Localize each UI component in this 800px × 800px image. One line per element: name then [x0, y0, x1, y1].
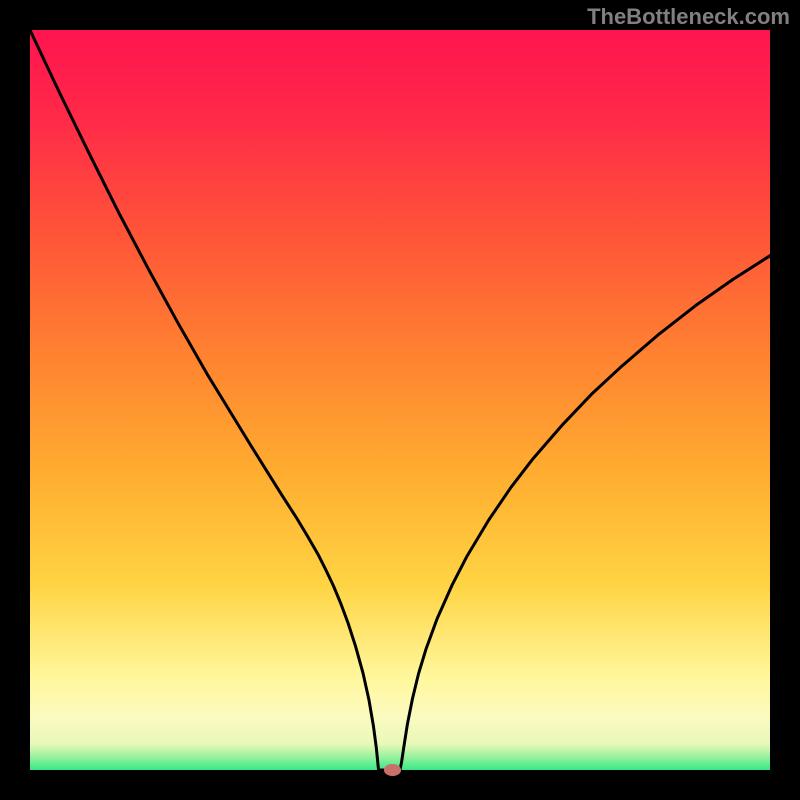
marker-dot	[384, 764, 400, 776]
plot-area	[30, 30, 770, 770]
watermark-text: TheBottleneck.com	[587, 4, 790, 30]
bottleneck-curve-svg	[30, 30, 770, 770]
chart-container: TheBottleneck.com	[0, 0, 800, 800]
bottleneck-curve	[30, 30, 770, 770]
